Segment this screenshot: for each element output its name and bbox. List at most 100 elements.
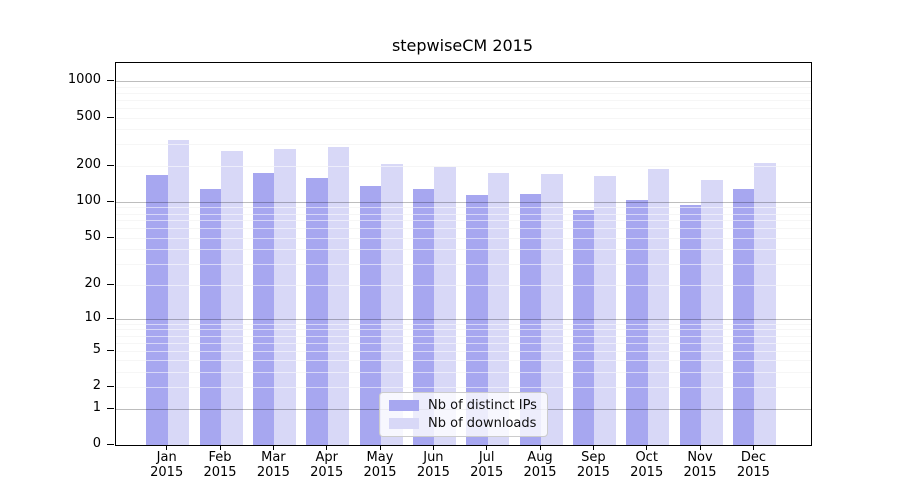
bar-jul-ips bbox=[466, 195, 488, 445]
gridline-minor-overlay bbox=[116, 387, 811, 389]
bar-mar-ips bbox=[252, 172, 275, 445]
gridline-minor-overlay bbox=[116, 213, 811, 215]
y-tick-mark bbox=[107, 283, 114, 285]
gridline-minor-overlay bbox=[116, 342, 811, 344]
y-tick-mark bbox=[107, 80, 114, 81]
x-tick-year: 2015 bbox=[310, 465, 344, 480]
bar-mar-downloads bbox=[274, 149, 296, 445]
plot-area bbox=[115, 62, 812, 446]
y-tick-label: 500 bbox=[76, 108, 101, 124]
gridline-minor-overlay bbox=[116, 264, 811, 266]
legend-label-downloads: Nb of downloads bbox=[428, 416, 537, 431]
bar-may-downloads bbox=[381, 163, 403, 445]
gridline-minor-overlay bbox=[116, 220, 811, 222]
gridline-minor-overlay bbox=[116, 207, 811, 209]
legend-swatch-downloads bbox=[389, 418, 419, 429]
x-tick-month: Mar bbox=[261, 450, 286, 465]
x-tick-year: 2015 bbox=[736, 465, 770, 480]
gridline-minor-overlay bbox=[116, 237, 811, 239]
gridline-minor-overlay bbox=[116, 165, 811, 167]
gridline-minor-overlay bbox=[116, 129, 811, 131]
x-tick-mark bbox=[592, 445, 594, 450]
gridline-minor-overlay bbox=[116, 360, 811, 362]
y-tick-label: 1 bbox=[92, 399, 101, 415]
bar-jul-downloads bbox=[487, 172, 510, 445]
x-tick-year: 2015 bbox=[630, 465, 664, 480]
x-tick-year: 2015 bbox=[203, 465, 237, 480]
x-tick-year: 2015 bbox=[470, 465, 504, 480]
x-tick-label-dec: Dec 2015 bbox=[725, 450, 781, 480]
bar-apr-ips bbox=[306, 177, 328, 445]
x-tick-label-nov: Nov 2015 bbox=[672, 450, 728, 480]
plot-canvas bbox=[116, 63, 811, 445]
y-tick-mark bbox=[107, 317, 114, 319]
x-tick-mark bbox=[272, 445, 274, 450]
x-tick-month: Feb bbox=[208, 450, 232, 465]
y-tick-label: 50 bbox=[84, 228, 101, 244]
x-tick-year: 2015 bbox=[256, 465, 290, 480]
gridline-minor-overlay bbox=[116, 117, 811, 119]
x-tick-month: Aug bbox=[527, 450, 553, 465]
bar-apr-downloads bbox=[327, 147, 350, 445]
x-tick-month: Dec bbox=[740, 450, 766, 465]
y-tick-label: 0 bbox=[92, 436, 101, 451]
x-tick-year: 2015 bbox=[416, 465, 450, 480]
gridline-minor-overlay bbox=[116, 323, 811, 325]
x-tick-label-aug: Aug 2015 bbox=[512, 450, 568, 480]
x-tick-month: Jul bbox=[478, 450, 495, 465]
bar-sep-ips bbox=[572, 209, 595, 445]
y-tick-label: 5 bbox=[92, 341, 101, 357]
gridline-major bbox=[116, 318, 811, 320]
x-tick-year: 2015 bbox=[683, 465, 717, 480]
x-tick-mark bbox=[219, 445, 221, 450]
x-tick-mark bbox=[646, 445, 648, 450]
x-tick-mark bbox=[486, 445, 488, 450]
y-tick-mark bbox=[107, 200, 114, 202]
x-tick-label-mar: Mar 2015 bbox=[245, 450, 301, 480]
legend-item-distinct-ips: Nb of distinct IPs bbox=[389, 398, 537, 413]
x-tick-mark bbox=[379, 445, 381, 450]
y-tick-mark bbox=[107, 444, 114, 445]
gridline-minor-overlay bbox=[116, 350, 811, 352]
x-tick-month: Jun bbox=[423, 450, 444, 465]
y-tick-mark bbox=[107, 164, 114, 166]
x-tick-label-jan: Jan 2015 bbox=[139, 450, 195, 480]
x-tick-month: Sep bbox=[581, 450, 606, 465]
gridline-minor-overlay bbox=[116, 144, 811, 146]
gridline-minor-overlay bbox=[116, 99, 811, 101]
x-tick-year: 2015 bbox=[576, 465, 610, 480]
gridline-minor-overlay bbox=[116, 249, 811, 251]
x-tick-month: Nov bbox=[687, 450, 713, 465]
gridline-major bbox=[116, 81, 811, 82]
bar-jun-downloads bbox=[434, 166, 456, 445]
x-tick-label-may: May 2015 bbox=[352, 450, 408, 480]
bar-feb-ips bbox=[199, 189, 221, 445]
legend-item-downloads: Nb of downloads bbox=[389, 416, 537, 431]
gridline-minor-overlay bbox=[116, 92, 811, 94]
bar-dec-ips bbox=[732, 189, 755, 445]
x-tick-mark bbox=[752, 445, 754, 450]
bar-jun-ips bbox=[412, 189, 435, 445]
y-tick-label: 10 bbox=[84, 309, 101, 325]
legend-label-distinct-ips: Nb of distinct IPs bbox=[428, 398, 537, 413]
x-tick-mark bbox=[699, 445, 701, 450]
x-tick-mark bbox=[539, 445, 541, 450]
x-tick-label-jul: Jul 2015 bbox=[459, 450, 515, 480]
y-tick-mark bbox=[107, 386, 114, 388]
x-tick-label-jun: Jun 2015 bbox=[405, 450, 461, 480]
y-tick-label: 100 bbox=[76, 192, 101, 208]
x-tick-label-feb: Feb 2015 bbox=[192, 450, 248, 480]
y-tick-mark bbox=[107, 116, 114, 118]
bar-nov-downloads bbox=[701, 179, 723, 445]
y-tick-mark bbox=[107, 407, 114, 409]
chart-title: stepwiseCM 2015 bbox=[391, 36, 534, 55]
bar-oct-ips bbox=[626, 199, 648, 445]
x-tick-year: 2015 bbox=[150, 465, 184, 480]
gridline-minor-overlay bbox=[116, 329, 811, 331]
x-tick-month: May bbox=[366, 450, 394, 465]
bar-jan-downloads bbox=[167, 139, 190, 445]
x-tick-mark bbox=[326, 445, 328, 450]
legend: Nb of distinct IPs Nb of downloads bbox=[379, 392, 548, 437]
x-tick-month: Apr bbox=[315, 450, 338, 465]
